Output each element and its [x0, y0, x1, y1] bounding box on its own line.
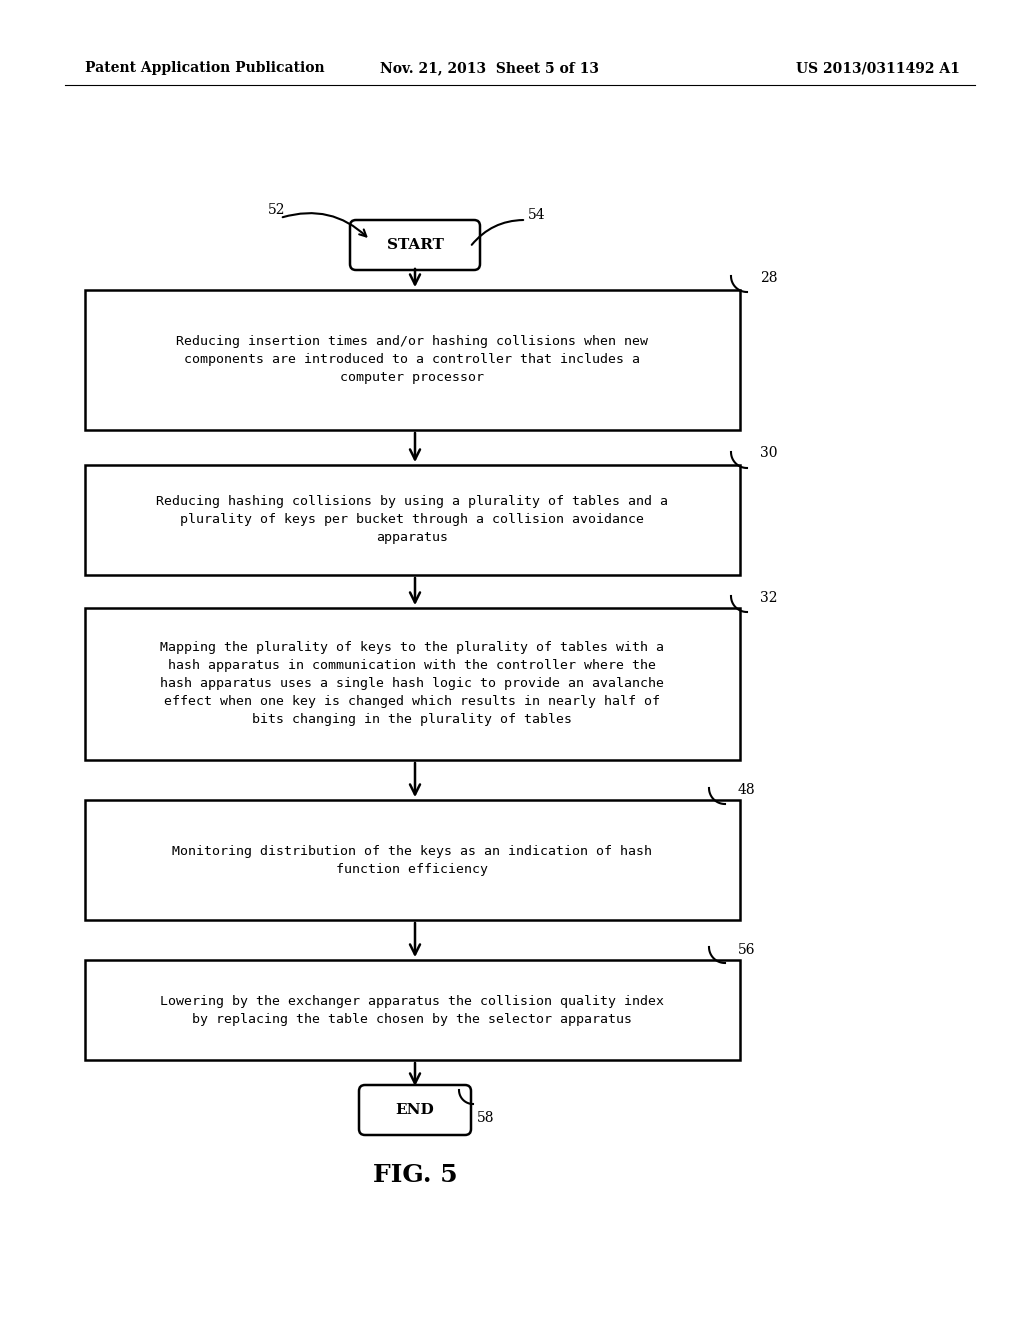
Text: 32: 32 — [760, 591, 777, 605]
Text: 28: 28 — [760, 271, 777, 285]
Bar — [85, 960, 740, 1060]
FancyArrowPatch shape — [472, 220, 523, 244]
Text: Reducing insertion times and/or hashing collisions when new
components are intro: Reducing insertion times and/or hashing … — [176, 335, 648, 384]
Bar — [85, 609, 740, 760]
Text: 48: 48 — [738, 783, 756, 797]
Bar — [85, 290, 740, 430]
FancyArrowPatch shape — [283, 213, 367, 236]
Text: FIG. 5: FIG. 5 — [373, 1163, 458, 1187]
FancyBboxPatch shape — [350, 220, 480, 271]
Text: Reducing hashing collisions by using a plurality of tables and a
plurality of ke: Reducing hashing collisions by using a p… — [157, 495, 669, 544]
Text: START: START — [387, 238, 443, 252]
Text: 58: 58 — [477, 1111, 495, 1125]
Bar — [85, 800, 740, 920]
Text: Mapping the plurality of keys to the plurality of tables with a
hash apparatus i: Mapping the plurality of keys to the plu… — [161, 642, 665, 726]
Text: US 2013/0311492 A1: US 2013/0311492 A1 — [796, 61, 961, 75]
Text: 30: 30 — [760, 446, 777, 459]
Text: Nov. 21, 2013  Sheet 5 of 13: Nov. 21, 2013 Sheet 5 of 13 — [381, 61, 599, 75]
Text: Monitoring distribution of the keys as an indication of hash
function efficiency: Monitoring distribution of the keys as a… — [172, 845, 652, 875]
Text: 56: 56 — [738, 942, 756, 957]
Bar — [85, 465, 740, 576]
Text: 52: 52 — [267, 203, 285, 216]
Text: END: END — [395, 1104, 434, 1117]
Text: 54: 54 — [528, 209, 546, 222]
FancyBboxPatch shape — [359, 1085, 471, 1135]
Text: Lowering by the exchanger apparatus the collision quality index
by replacing the: Lowering by the exchanger apparatus the … — [161, 994, 665, 1026]
Text: Patent Application Publication: Patent Application Publication — [85, 61, 325, 75]
